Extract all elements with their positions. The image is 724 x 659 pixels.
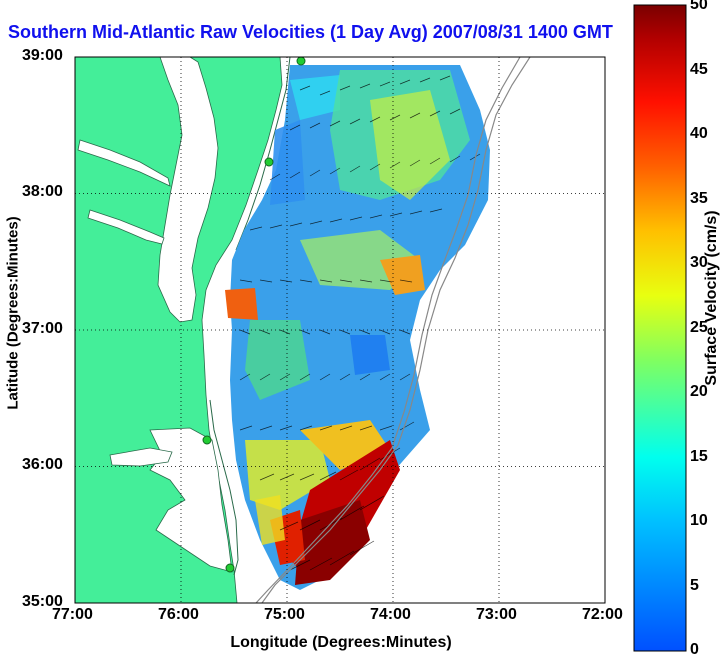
chesapeake-bay (157, 57, 219, 323)
outer-banks (209, 399, 239, 576)
colorbar-label: Surface Velocity (cm/s) (703, 210, 720, 386)
x-tick-label: 77:00 (52, 606, 93, 623)
delmarva-barrier (235, 57, 291, 251)
land-mass (75, 57, 283, 603)
radar-station-marker (264, 157, 274, 167)
colorbar-tick-label: 30 (690, 254, 708, 271)
plot-frame (74, 56, 606, 604)
radar-station-marker (296, 57, 306, 66)
radar-stations (202, 57, 306, 573)
map-title: Southern Mid-Atlantic Raw Velocities (1 … (8, 22, 613, 42)
y-tick-label: 39:00 (22, 47, 63, 64)
colorbar-tick-label: 10 (690, 512, 708, 529)
velocity-patches (225, 70, 470, 585)
x-tick-label: 72:00 (582, 606, 623, 623)
pamlico-sound (149, 427, 233, 573)
colorbar-tick-label: 45 (690, 61, 708, 78)
potomac-river (77, 139, 171, 187)
colorbar-tick-label: 50 (690, 0, 708, 13)
x-tick-label: 76:00 (158, 606, 199, 623)
y-tick-label: 37:00 (22, 320, 63, 337)
colorbar (633, 4, 687, 652)
grid-lines (75, 57, 605, 603)
colorbar-tick-label: 0 (690, 641, 699, 658)
x-tick-label: 73:00 (476, 606, 517, 623)
colorbar-tick-label: 40 (690, 125, 708, 142)
x-tick-label: 75:00 (264, 606, 305, 623)
colorbar-tick-label: 25 (690, 319, 708, 336)
x-tick-label: 74:00 (370, 606, 411, 623)
y-tick-label: 38:00 (22, 183, 63, 200)
colorbar-tick-label: 15 (690, 448, 708, 465)
x-axis-label: Longitude (Degrees:Minutes) (230, 634, 452, 651)
radar-station-marker (225, 563, 235, 573)
y-tick-label: 35:00 (22, 593, 63, 610)
y-tick-label: 36:00 (22, 456, 63, 473)
radar-station-marker (202, 435, 212, 445)
bathymetry-contours (255, 57, 531, 603)
rappahannock-river (87, 209, 165, 245)
colorbar-tick-label: 35 (690, 190, 708, 207)
colorbar-tick-label: 20 (690, 383, 708, 400)
albemarle-sound (109, 447, 173, 467)
colorbar-tick-label: 5 (690, 577, 699, 594)
y-axis-label: Latitude (Degrees:Minutes) (4, 216, 22, 410)
